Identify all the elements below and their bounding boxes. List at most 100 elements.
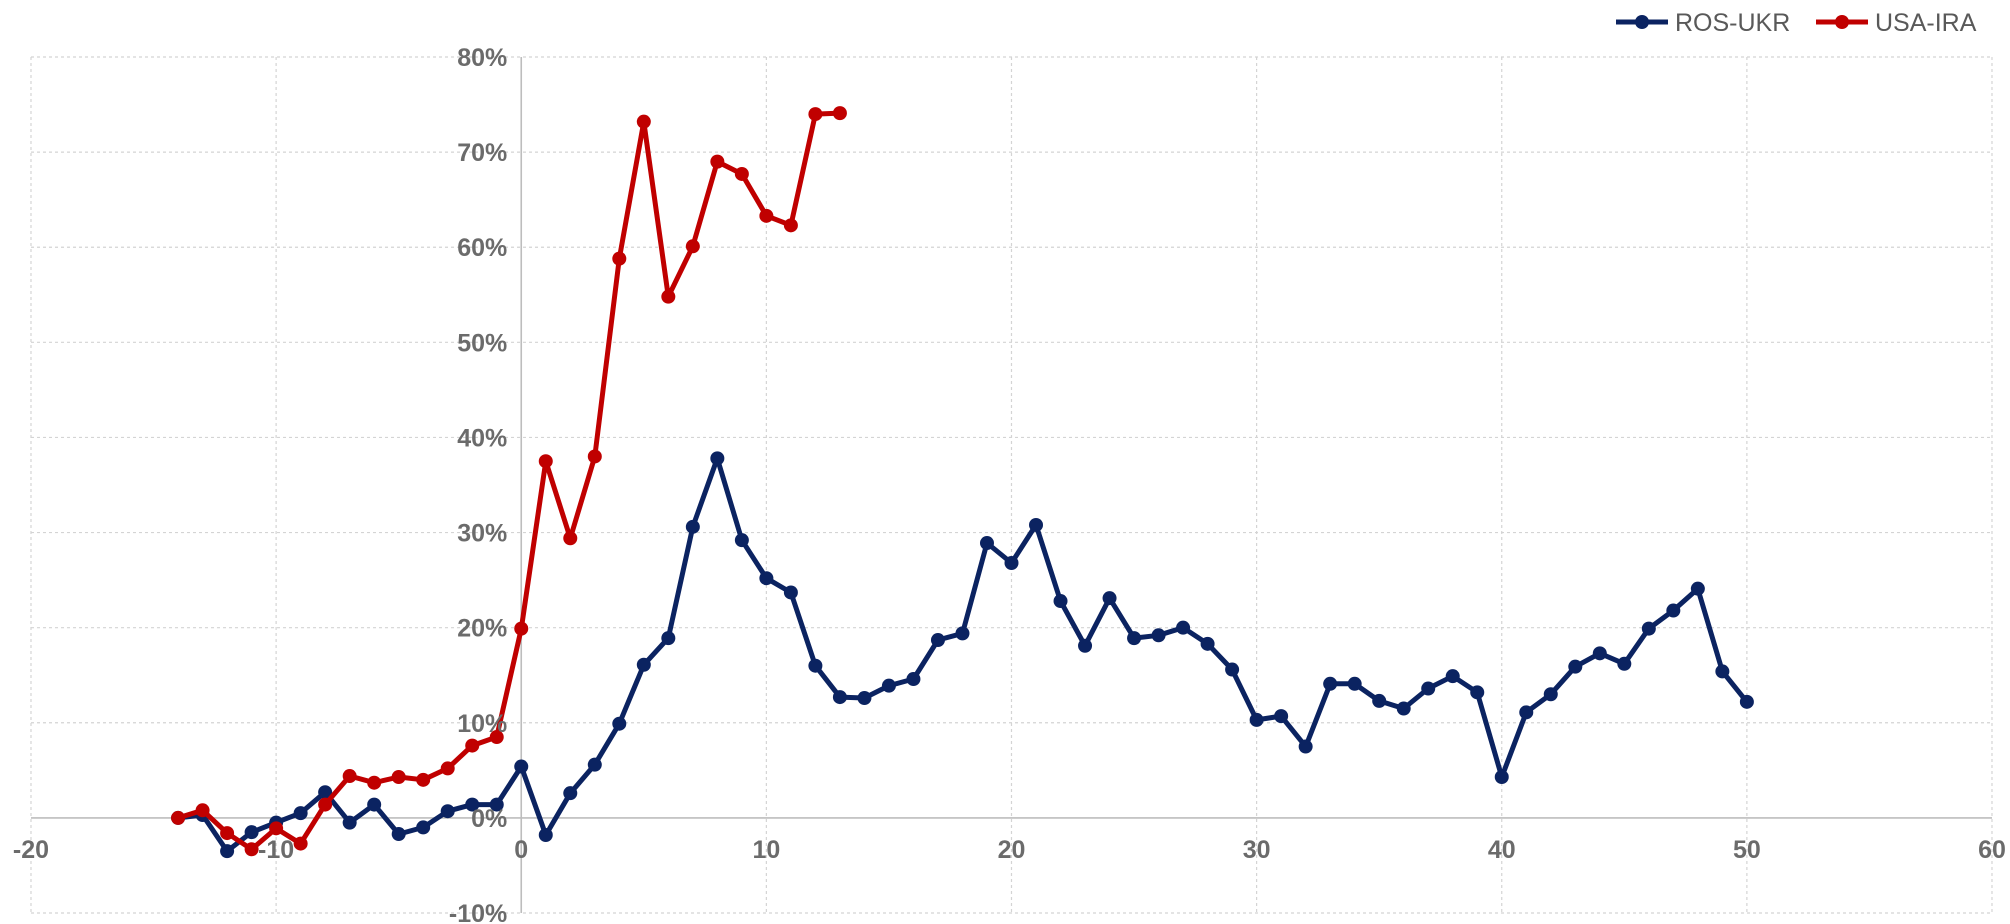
data-point — [293, 806, 308, 821]
legend-item: ROS-UKR — [1616, 9, 1790, 37]
x-tick-label: 50 — [1733, 836, 1761, 864]
data-point — [391, 769, 406, 784]
data-point — [1470, 685, 1485, 700]
series-line — [175, 455, 1750, 854]
data-point — [514, 621, 529, 636]
legend-swatch-marker — [1635, 15, 1649, 29]
data-point — [269, 821, 284, 836]
data-point — [734, 166, 749, 181]
gridlines — [30, 56, 1993, 914]
data-point — [1053, 594, 1068, 609]
data-point — [1274, 709, 1289, 724]
data-point — [1445, 669, 1460, 684]
data-point — [783, 585, 798, 600]
data-point — [440, 761, 455, 776]
y-tick-label: -10% — [449, 900, 507, 924]
data-point — [1396, 701, 1411, 716]
data-point — [1715, 664, 1730, 679]
data-point — [244, 825, 259, 840]
data-point — [955, 626, 970, 641]
data-point — [587, 757, 602, 772]
data-point — [220, 844, 235, 859]
y-tick-label: 0% — [471, 805, 507, 833]
data-point — [318, 785, 333, 800]
legend-label: ROS-UKR — [1675, 9, 1790, 37]
y-tick-label: 20% — [457, 615, 507, 643]
data-point — [416, 820, 431, 835]
x-tick-label: 40 — [1488, 836, 1516, 864]
legend-item: USA-IRA — [1816, 9, 1977, 37]
data-point — [1127, 631, 1142, 646]
x-tick-label: 60 — [1978, 836, 2006, 864]
data-point — [1592, 646, 1607, 661]
y-tick-label: 30% — [457, 520, 507, 548]
data-point — [563, 786, 578, 801]
data-point — [1249, 712, 1264, 727]
data-point — [881, 678, 896, 693]
data-point — [587, 449, 602, 464]
y-tick-label: 80% — [457, 44, 507, 72]
data-point — [563, 531, 578, 546]
x-tick-label: 10 — [752, 836, 780, 864]
data-point — [1739, 694, 1754, 709]
data-point — [857, 691, 872, 706]
tick-labels: -20 -10 0 10 20 30 40 50 60 -10% 0% 10% 20% 30% 40% 50%… — [13, 44, 2006, 924]
data-point — [244, 842, 259, 857]
y-tick-label: 70% — [457, 139, 507, 167]
data-series — [171, 106, 1754, 859]
data-point — [979, 536, 994, 551]
data-point — [465, 738, 480, 753]
data-point — [195, 803, 210, 818]
data-point — [1200, 636, 1215, 651]
data-point — [318, 797, 333, 812]
data-point — [1519, 705, 1534, 720]
data-point — [342, 769, 357, 784]
data-point — [1372, 693, 1387, 708]
data-point — [1323, 676, 1338, 691]
data-point — [636, 657, 651, 672]
data-point — [612, 251, 627, 266]
data-point — [661, 289, 676, 304]
data-point — [489, 797, 504, 812]
data-point — [1641, 621, 1656, 636]
data-point — [538, 454, 553, 469]
data-point — [1568, 659, 1583, 674]
x-tick-label: 0 — [514, 836, 528, 864]
legend-swatch-marker — [1835, 15, 1849, 29]
y-tick-label: 40% — [457, 424, 507, 452]
data-point — [391, 827, 406, 842]
data-point — [342, 815, 357, 830]
data-point — [293, 836, 308, 851]
data-point — [1078, 638, 1093, 653]
data-point — [514, 759, 529, 774]
data-point — [1151, 628, 1166, 643]
data-point — [220, 826, 235, 841]
data-point — [1004, 555, 1019, 570]
legend: ROS-UKR USA-IRA — [1616, 9, 1977, 37]
data-point — [416, 772, 431, 787]
x-tick-label: 20 — [998, 836, 1026, 864]
x-tick-label: -10 — [258, 836, 294, 864]
data-point — [1176, 620, 1191, 635]
data-point — [759, 571, 774, 586]
data-point — [734, 533, 749, 548]
data-point — [1421, 681, 1436, 696]
y-tick-label: 10% — [457, 710, 507, 738]
data-point — [465, 797, 480, 812]
data-point — [489, 730, 504, 745]
data-point — [1543, 687, 1558, 702]
y-tick-label: 50% — [457, 329, 507, 357]
data-point — [1494, 769, 1509, 784]
data-point — [906, 672, 921, 687]
data-point — [808, 107, 823, 122]
data-point — [710, 451, 725, 466]
data-point — [808, 658, 823, 673]
data-point — [759, 208, 774, 223]
data-point — [538, 828, 553, 843]
series-ros-ukr — [171, 451, 1754, 859]
data-point — [1347, 676, 1362, 691]
data-point — [1298, 739, 1313, 754]
data-point — [685, 239, 700, 254]
data-point — [171, 810, 186, 825]
